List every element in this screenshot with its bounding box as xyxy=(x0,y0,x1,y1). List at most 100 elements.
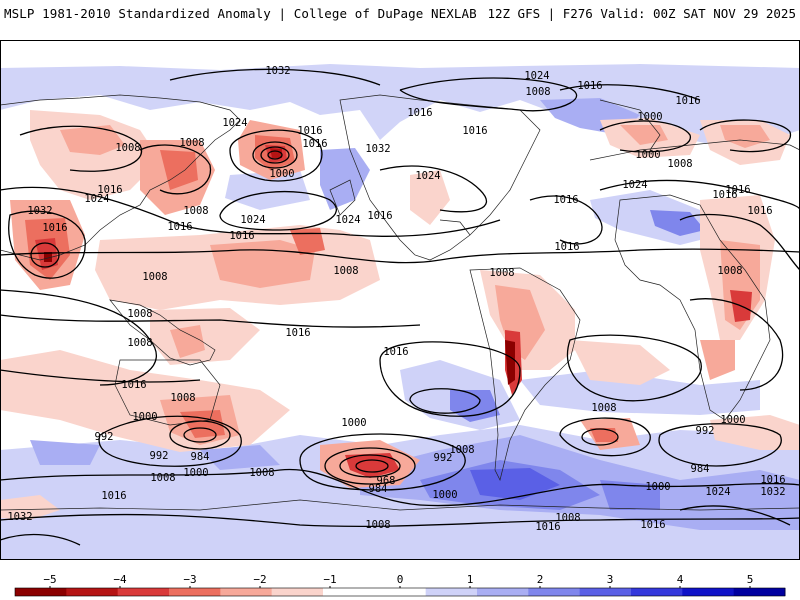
isobar-label: 1008 xyxy=(555,512,580,524)
isobar-label: 1008 xyxy=(667,158,692,170)
isobar-label: 1008 xyxy=(365,519,390,531)
isobar-label: 1016 xyxy=(760,474,785,486)
isobar-label: 1016 xyxy=(747,205,772,217)
colorbar-segment xyxy=(169,588,221,596)
colorbar-tick-label: −4 xyxy=(113,573,127,586)
isobar-label: 1016 xyxy=(297,125,322,137)
colorbar-segment xyxy=(117,588,170,596)
isobar-label: 1016 xyxy=(121,379,146,391)
isobar-label: 1016 xyxy=(554,241,579,253)
isobar-label: 1000 xyxy=(432,489,457,501)
isobar-label: 1016 xyxy=(407,107,432,119)
isobar-label: 984 xyxy=(191,451,210,463)
colorbar-segment xyxy=(528,588,581,596)
isobar-label: 1000 xyxy=(635,149,660,161)
isobar-label: 1032 xyxy=(27,205,52,217)
colorbar-segment xyxy=(15,588,67,596)
isobar-label: 1016 xyxy=(462,125,487,137)
coastlines xyxy=(0,94,800,511)
isobar-label: 1008 xyxy=(591,402,616,414)
isobar-label: 1024 xyxy=(84,193,109,205)
isobar-label: 1016 xyxy=(167,221,192,233)
anomaly-colorbar: −5 −4 −3 −2 −1 0 1 2 3 4 5 xyxy=(14,573,786,597)
isobar-label: 1008 xyxy=(525,86,550,98)
isobar-label: 984 xyxy=(369,483,388,495)
isobar-label: 1008 xyxy=(142,271,167,283)
isobar-label: 1000 xyxy=(183,467,208,479)
colorbar-segment xyxy=(579,588,632,596)
colorbar-segment xyxy=(66,588,119,596)
colorbar-segment xyxy=(733,588,786,596)
isobar-label: 1008 xyxy=(179,137,204,149)
isobar-label: 1008 xyxy=(333,265,358,277)
isobar-label: 1016 xyxy=(535,521,560,533)
isobar-label: 1016 xyxy=(302,138,327,150)
isobar-label: 1032 xyxy=(265,65,290,77)
colorbar-segment xyxy=(374,588,427,596)
isobar-label: 992 xyxy=(434,452,453,464)
isobar-label: 1032 xyxy=(7,511,32,523)
colorbar-segment xyxy=(682,588,735,596)
isobar-label: 968 xyxy=(377,475,396,487)
colorbar-tick-label: 4 xyxy=(677,573,684,586)
mslp-anomaly-map: 1032 1024 1008 1016 1016 1016 1000 1008 … xyxy=(0,40,800,560)
isobar-label: 1024 xyxy=(622,179,647,191)
isobar-label: 992 xyxy=(696,425,715,437)
isobar-label: 1016 xyxy=(101,490,126,502)
colorbar-segment xyxy=(631,588,683,596)
isobar-label: 1016 xyxy=(675,95,700,107)
isobar-label: 1024 xyxy=(524,70,549,82)
isobar-label: 1016 xyxy=(383,346,408,358)
colorbar-segment xyxy=(477,588,529,596)
colorbar-segment xyxy=(271,588,324,596)
isobar-label: 992 xyxy=(150,450,169,462)
isobar-label: 1032 xyxy=(760,486,785,498)
isobar-label: 1016 xyxy=(367,210,392,222)
isobar-label: 1008 xyxy=(717,265,742,277)
isobar-label: 1008 xyxy=(127,337,152,349)
isobar-label: 1008 xyxy=(150,472,175,484)
isobar-label: 1008 xyxy=(249,467,274,479)
isobar-label: 1024 xyxy=(240,214,265,226)
isobar-label: 1000 xyxy=(269,168,294,180)
model-run-label: 12Z GFS | F276 Valid: 00Z SAT NOV 29 202… xyxy=(487,6,796,21)
isobar-label: 1016 xyxy=(97,184,122,196)
isobar-label: 1000 xyxy=(720,414,745,426)
isobar-label: 1008 xyxy=(183,205,208,217)
isobar-label: 1000 xyxy=(132,411,157,423)
isobar-label: 1016 xyxy=(285,327,310,339)
isobar-label: 1024 xyxy=(705,486,730,498)
isobar-label: 1008 xyxy=(489,267,514,279)
isobar-labels: 1032 1024 1008 1016 1016 1016 1000 1008 … xyxy=(7,65,785,533)
isobar-label: 1000 xyxy=(637,111,662,123)
colorbar-tick-label: 5 xyxy=(747,573,754,586)
colorbar-tick-label: 3 xyxy=(607,573,614,586)
colorbar-tick-label: −3 xyxy=(183,573,196,586)
colorbar-tick-label: −5 xyxy=(43,573,56,586)
isobar-label: 1016 xyxy=(712,189,737,201)
colorbar-segment xyxy=(323,588,375,596)
isobar-label: 984 xyxy=(691,463,710,475)
colorbar-segment xyxy=(220,588,273,596)
colorbar-segments xyxy=(14,587,786,597)
colorbar-tick-label: 1 xyxy=(467,573,474,586)
isobar-label: 1032 xyxy=(365,143,390,155)
isobar-label: 1016 xyxy=(553,194,578,206)
map-title: MSLP 1981-2010 Standardized Anomaly | Co… xyxy=(4,6,477,21)
isobar-label: 1008 xyxy=(449,444,474,456)
isobar-label: 1008 xyxy=(170,392,195,404)
isobar-label: 1016 xyxy=(640,519,665,531)
isobar-label: 1008 xyxy=(115,142,140,154)
colorbar-segment xyxy=(425,588,478,596)
isobar-label: 1024 xyxy=(222,117,247,129)
isobar-label: 1000 xyxy=(341,417,366,429)
isobar-label: 992 xyxy=(95,431,114,443)
colorbar-ticks: −5 −4 −3 −2 −1 0 1 2 3 4 5 xyxy=(43,573,753,588)
colorbar-tick-label: 2 xyxy=(537,573,544,586)
isobar-label: 1024 xyxy=(335,214,360,226)
isobar-label: 1000 xyxy=(645,481,670,493)
colorbar-tick-label: −1 xyxy=(323,573,336,586)
isobar-label: 1016 xyxy=(42,222,67,234)
isobar-label: 1016 xyxy=(577,80,602,92)
isobar-label: 1016 xyxy=(725,184,750,196)
